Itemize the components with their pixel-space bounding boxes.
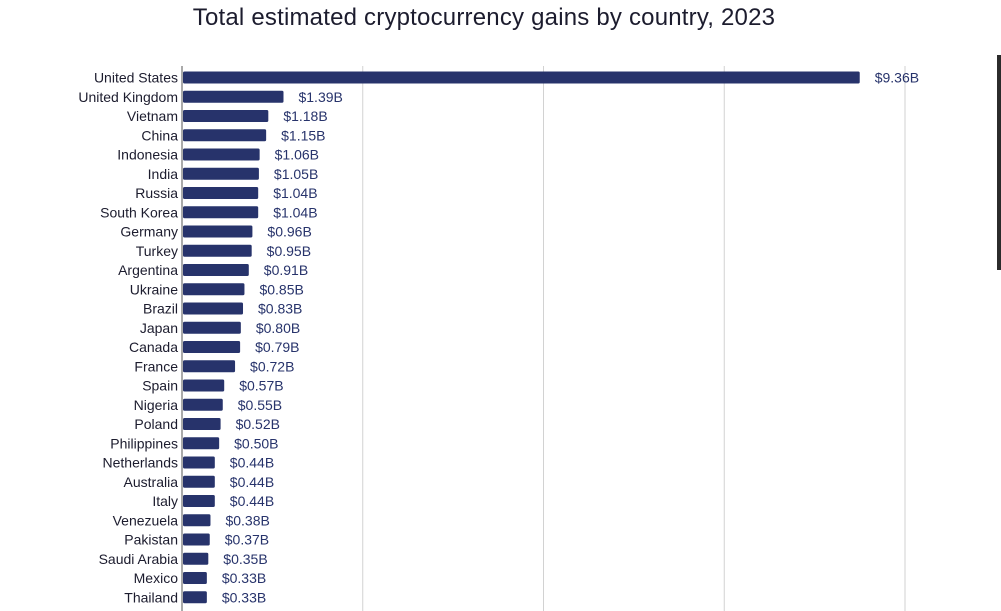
- category-label: Brazil: [143, 301, 178, 317]
- category-label: Turkey: [136, 243, 178, 259]
- window-edge-strip: [997, 55, 1001, 270]
- bar: [183, 110, 269, 122]
- category-label: Ukraine: [130, 281, 178, 297]
- category-label: Venezuela: [113, 512, 179, 528]
- bar: [183, 514, 211, 527]
- bar: [183, 379, 225, 392]
- category-label: United States: [94, 70, 178, 86]
- data-label: $1.04B: [273, 185, 317, 201]
- data-label: $0.72B: [250, 358, 294, 374]
- data-label: $0.83B: [258, 301, 302, 317]
- bar: [183, 360, 236, 373]
- data-label: $0.91B: [264, 262, 308, 278]
- data-label: $0.50B: [234, 435, 278, 451]
- category-label: Australia: [124, 474, 179, 490]
- bar: [183, 244, 252, 257]
- data-label: $1.15B: [281, 127, 325, 143]
- category-label: Japan: [140, 320, 178, 336]
- data-label: $1.39B: [298, 89, 342, 105]
- category-label: Saudi Arabia: [99, 551, 179, 567]
- bar: [183, 90, 284, 103]
- data-label: $0.38B: [225, 512, 269, 528]
- data-label: $0.33B: [222, 570, 266, 586]
- data-label: $9.36B: [875, 70, 919, 86]
- category-label: Spain: [142, 378, 178, 394]
- bar: [183, 264, 249, 276]
- category-label: China: [141, 127, 178, 143]
- category-label: Pakistan: [124, 532, 178, 548]
- data-label: $0.79B: [255, 339, 299, 355]
- category-label: Mexico: [134, 570, 179, 586]
- data-label: $0.85B: [259, 281, 303, 297]
- data-label: $0.95B: [267, 243, 311, 259]
- data-label: $0.52B: [236, 416, 280, 432]
- category-label: Philippines: [110, 435, 178, 451]
- category-label: United Kingdom: [78, 89, 178, 105]
- category-label: Poland: [134, 416, 178, 432]
- bar: [183, 148, 260, 161]
- category-label: Russia: [135, 185, 178, 201]
- category-label: Netherlands: [103, 455, 179, 471]
- category-label: France: [134, 358, 178, 374]
- bar: [183, 418, 221, 430]
- bar: [183, 475, 215, 488]
- bar: [183, 437, 220, 450]
- category-label: Vietnam: [127, 108, 178, 124]
- data-label: $0.96B: [267, 224, 311, 240]
- category-label: Nigeria: [134, 397, 179, 413]
- bar: [183, 187, 259, 199]
- category-label: Italy: [152, 493, 178, 509]
- bar: [183, 456, 215, 469]
- data-label: $0.55B: [238, 397, 282, 413]
- bar: [183, 283, 245, 296]
- category-label: Germany: [120, 224, 178, 240]
- data-label: $0.57B: [239, 378, 283, 394]
- data-label: $1.05B: [274, 166, 318, 182]
- data-label: $1.06B: [275, 147, 319, 163]
- data-label: $1.18B: [283, 108, 327, 124]
- bar: [183, 398, 223, 411]
- category-label: Canada: [129, 339, 178, 355]
- bar: [183, 591, 207, 604]
- data-label: $0.44B: [230, 455, 274, 471]
- chart-title: Total estimated cryptocurrency gains by …: [192, 4, 776, 31]
- data-label: $0.35B: [223, 551, 267, 567]
- bar: [183, 206, 259, 219]
- bar: [183, 225, 253, 238]
- data-label: $0.33B: [222, 589, 266, 605]
- data-label: $1.04B: [273, 204, 317, 220]
- bar: [183, 495, 215, 507]
- category-label: South Korea: [100, 204, 178, 220]
- bar: [183, 302, 244, 315]
- category-label: Thailand: [124, 589, 178, 605]
- data-label: $0.44B: [230, 493, 274, 509]
- data-label: $0.37B: [225, 532, 269, 548]
- bar: [183, 71, 860, 84]
- bar: [183, 572, 207, 584]
- category-label: Argentina: [118, 262, 178, 278]
- bar: [183, 167, 259, 180]
- bar: [183, 552, 209, 565]
- bar: [183, 533, 210, 546]
- category-label: India: [148, 166, 179, 182]
- bar: [183, 321, 241, 334]
- data-label: $0.44B: [230, 474, 274, 490]
- bar: [183, 341, 241, 353]
- bar: [183, 129, 267, 142]
- category-label: Indonesia: [117, 147, 178, 163]
- data-label: $0.80B: [256, 320, 300, 336]
